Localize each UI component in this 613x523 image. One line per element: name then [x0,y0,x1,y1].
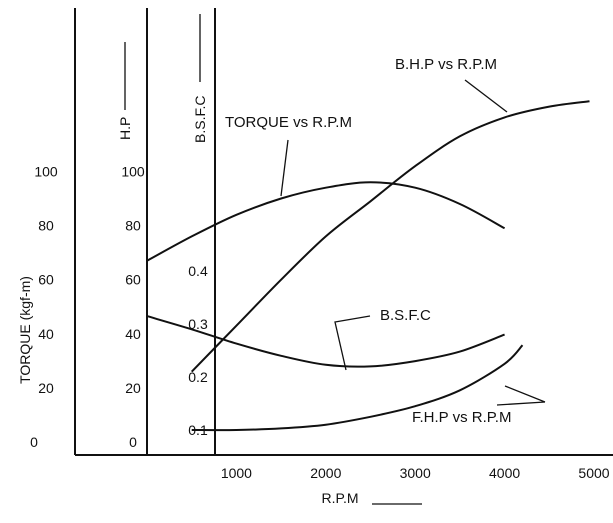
fhp-series-leader-2 [496,401,546,406]
rpm-tick-label: 2000 [310,465,341,481]
hp-tick-label: 60 [125,272,141,288]
hp-tick-labels: 0 20 40 60 80 100 [121,164,145,451]
bsfc-tick-label: 0.2 [188,369,208,385]
hp-tick-label: 100 [121,164,145,180]
torque-tick-label: 0 [30,434,38,450]
rpm-axis-title: R.P.M [321,490,422,506]
fhp-series-leader [504,385,546,403]
bsfc-axis-title: B.S.F.C [192,14,208,143]
bsfc-tick-label: 0.3 [188,316,208,332]
torque-curve [146,181,506,262]
bhp-series-annotation: B.H.P vs R.P.M [395,56,508,113]
torque-tick-label: 20 [38,380,54,396]
torque-series-label: TORQUE vs R.P.M [225,114,352,131]
hp-tick-label: 40 [125,326,141,342]
series-curves [146,100,590,432]
torque-series-annotation: TORQUE vs R.P.M [225,114,352,197]
torque-tick-label: 40 [38,326,54,342]
rpm-tick-label: 3000 [400,465,431,481]
torque-tick-label: 60 [38,272,54,288]
rpm-tick-labels: 1000 2000 3000 4000 5000 [221,465,610,481]
bsfc-series-label: B.S.F.C [380,307,431,324]
bhp-curve [190,100,590,373]
torque-series-leader [280,139,289,197]
bhp-series-label: B.H.P vs R.P.M [395,56,497,73]
rpm-tick-label: 5000 [578,465,609,481]
bsfc-tick-label: 0.4 [188,263,208,279]
bsfc-tick-labels: 0.10.20.30.4 [188,263,208,438]
bsfc-series-leader [334,315,371,371]
fhp-series-annotation: F.H.P vs R.P.M [412,385,546,426]
torque-tick-label: 100 [34,164,58,180]
bsfc-series-annotation: B.S.F.C [334,307,431,371]
rpm-tick-label: 4000 [489,465,520,481]
torque-axis-label: TORQUE (kgf-m) [17,276,33,384]
fhp-series-label: F.H.P vs R.P.M [412,409,511,426]
torque-tick-label: 80 [38,218,54,234]
fhp-curve [191,344,524,432]
hp-axis-label: H.P [117,117,133,140]
hp-tick-label: 80 [125,218,141,234]
torque-tick-labels: 0 20 40 60 80 100 [30,164,58,451]
hp-axis-title: H.P [117,42,133,140]
rpm-axis-label: R.P.M [321,490,358,506]
bsfc-curve [146,315,505,368]
bhp-series-leader [464,79,508,113]
hp-tick-label: 0 [129,434,137,450]
bsfc-axis-label: B.S.F.C [192,96,208,143]
hp-tick-label: 20 [125,380,141,396]
rpm-tick-label: 1000 [221,465,252,481]
